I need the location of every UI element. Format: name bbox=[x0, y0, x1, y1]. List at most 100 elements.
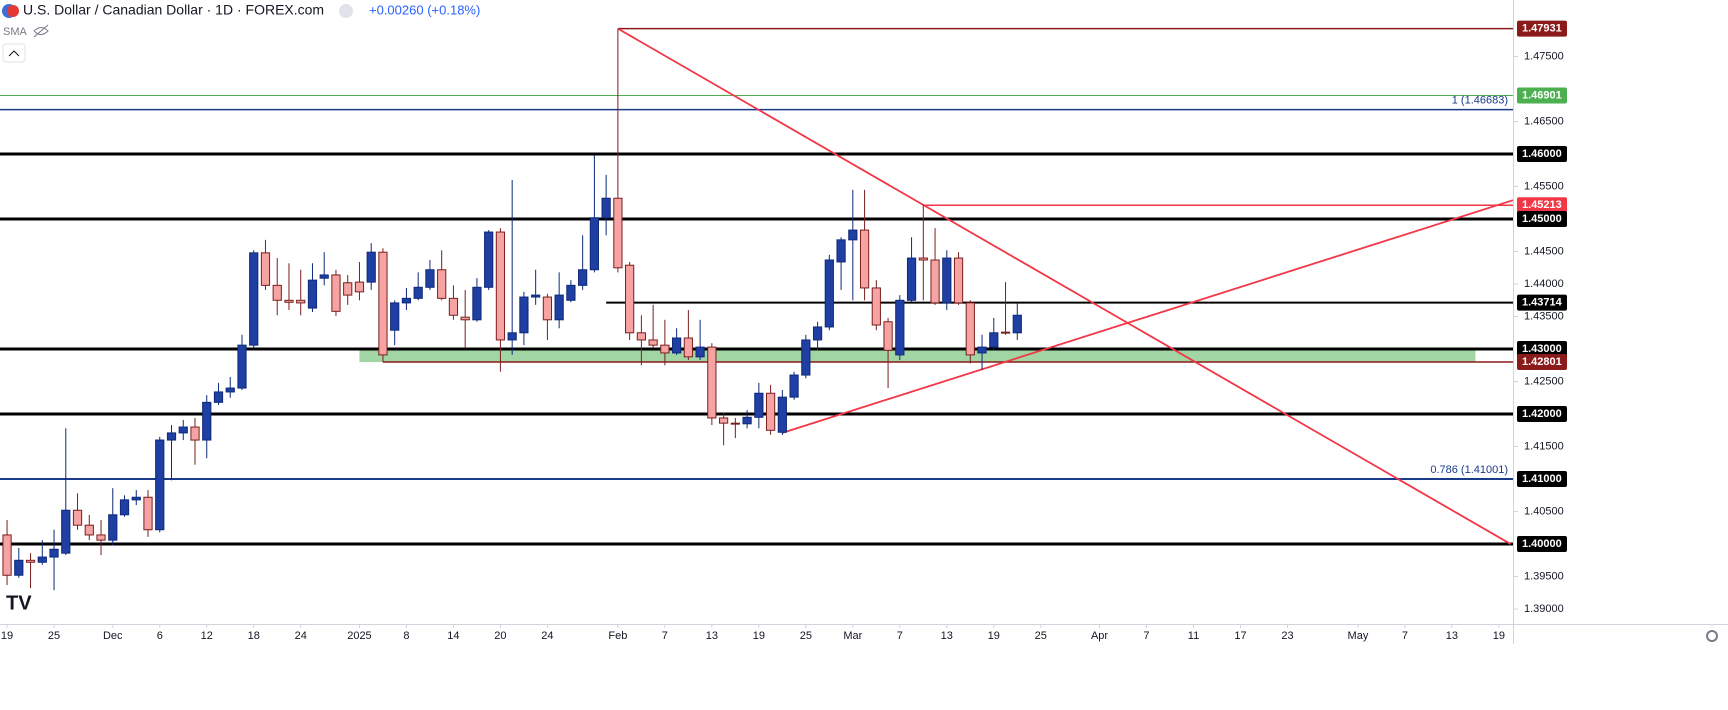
x-tick-label: 24 bbox=[295, 630, 307, 642]
candle bbox=[366, 243, 376, 290]
visibility-icon[interactable] bbox=[33, 24, 49, 38]
candle bbox=[589, 155, 600, 273]
candle bbox=[25, 553, 36, 589]
candle bbox=[801, 334, 811, 379]
candle-body bbox=[296, 299, 306, 304]
candle-body bbox=[460, 316, 470, 321]
candle-body bbox=[754, 392, 764, 418]
collapse-button[interactable] bbox=[2, 43, 26, 63]
candle bbox=[202, 395, 212, 459]
price-tag-label: 1.46000 bbox=[1522, 148, 1562, 160]
candle bbox=[906, 237, 917, 303]
candle bbox=[401, 287, 412, 311]
x-tick-label: 19 bbox=[1, 630, 13, 642]
candle-body bbox=[531, 294, 541, 298]
candle-body bbox=[213, 391, 224, 403]
x-tick-label: 25 bbox=[800, 630, 812, 642]
candle-body bbox=[672, 337, 682, 354]
candle-body bbox=[260, 252, 271, 286]
candle-body bbox=[777, 396, 787, 433]
candle-body bbox=[895, 299, 905, 356]
x-tick-label: Apr bbox=[1091, 630, 1108, 642]
candle bbox=[143, 490, 153, 537]
candle-body bbox=[108, 514, 118, 541]
candle-body bbox=[284, 299, 294, 303]
level-text: 0.786 (1.41001) bbox=[1430, 464, 1508, 476]
candle bbox=[554, 272, 564, 329]
candle-body bbox=[718, 417, 729, 424]
candle bbox=[319, 252, 329, 286]
indicator-name: SMA bbox=[3, 26, 28, 38]
candle bbox=[871, 280, 881, 331]
candle bbox=[601, 174, 611, 236]
candle-body bbox=[977, 346, 987, 354]
y-tick-label: 1.39500 bbox=[1524, 570, 1564, 582]
price-tag-label: 1.43000 bbox=[1522, 343, 1562, 355]
candle bbox=[119, 495, 130, 517]
candle-body bbox=[178, 426, 188, 434]
candle bbox=[648, 304, 658, 348]
candle-body bbox=[84, 524, 94, 536]
candle-body bbox=[871, 287, 881, 326]
candle bbox=[84, 514, 94, 541]
price-tag-label: 1.42000 bbox=[1522, 408, 1562, 420]
candle bbox=[812, 321, 823, 351]
candle bbox=[495, 228, 506, 372]
price-tag bbox=[1517, 341, 1567, 358]
candle bbox=[190, 417, 200, 465]
candle bbox=[460, 289, 470, 348]
candle-body bbox=[37, 556, 47, 563]
x-tick-label: Dec bbox=[103, 630, 123, 642]
candle-body bbox=[143, 496, 153, 531]
candle bbox=[61, 428, 71, 556]
x-tick-label: 2025 bbox=[347, 630, 371, 642]
candle bbox=[96, 520, 106, 556]
x-tick-label: 19 bbox=[1493, 630, 1505, 642]
background bbox=[0, 0, 1728, 644]
candle-body bbox=[507, 332, 517, 341]
price-tag-label: 1.45213 bbox=[1522, 199, 1562, 211]
candle bbox=[707, 343, 717, 426]
candle-body bbox=[425, 269, 435, 288]
settings-button[interactable] bbox=[1706, 630, 1718, 642]
candle bbox=[378, 248, 388, 363]
price-tag bbox=[1517, 536, 1567, 553]
price-tag bbox=[1517, 211, 1567, 228]
y-tick-label: 1.45500 bbox=[1524, 180, 1564, 192]
candle bbox=[519, 291, 529, 346]
trendline bbox=[782, 199, 1514, 434]
x-tick-label: 19 bbox=[988, 630, 1000, 642]
candle-body bbox=[660, 344, 670, 354]
x-tick-label: 18 bbox=[248, 630, 260, 642]
candle bbox=[49, 529, 59, 591]
price-tag-label: 1.45000 bbox=[1522, 213, 1562, 225]
candle bbox=[566, 280, 576, 303]
candle bbox=[989, 317, 999, 351]
candle bbox=[718, 412, 729, 446]
candle-body bbox=[859, 229, 870, 289]
symbol-icon bbox=[7, 5, 19, 17]
candle bbox=[824, 254, 834, 331]
candle-body bbox=[437, 269, 447, 299]
candle bbox=[425, 260, 435, 290]
price-axis: 1.47500 1.46500 1.45500 1.44500 1.44000 1.435… bbox=[1513, 20, 1567, 615]
candle-body bbox=[155, 439, 165, 531]
candle bbox=[413, 272, 423, 301]
candle-body bbox=[554, 294, 564, 321]
candle-body bbox=[683, 337, 693, 358]
candle bbox=[542, 293, 553, 340]
candle bbox=[754, 382, 764, 429]
price-tag bbox=[1517, 294, 1567, 311]
candle bbox=[859, 189, 870, 301]
candle-body bbox=[472, 286, 482, 321]
candle bbox=[789, 371, 799, 400]
candle bbox=[965, 300, 975, 364]
candle-body bbox=[413, 286, 423, 299]
candle-body bbox=[906, 257, 917, 301]
flag-button[interactable] bbox=[339, 4, 353, 18]
candle bbox=[284, 263, 294, 311]
candle-body bbox=[96, 534, 106, 541]
candle bbox=[213, 382, 224, 405]
candle-body bbox=[801, 339, 811, 376]
candle-body bbox=[848, 229, 858, 241]
